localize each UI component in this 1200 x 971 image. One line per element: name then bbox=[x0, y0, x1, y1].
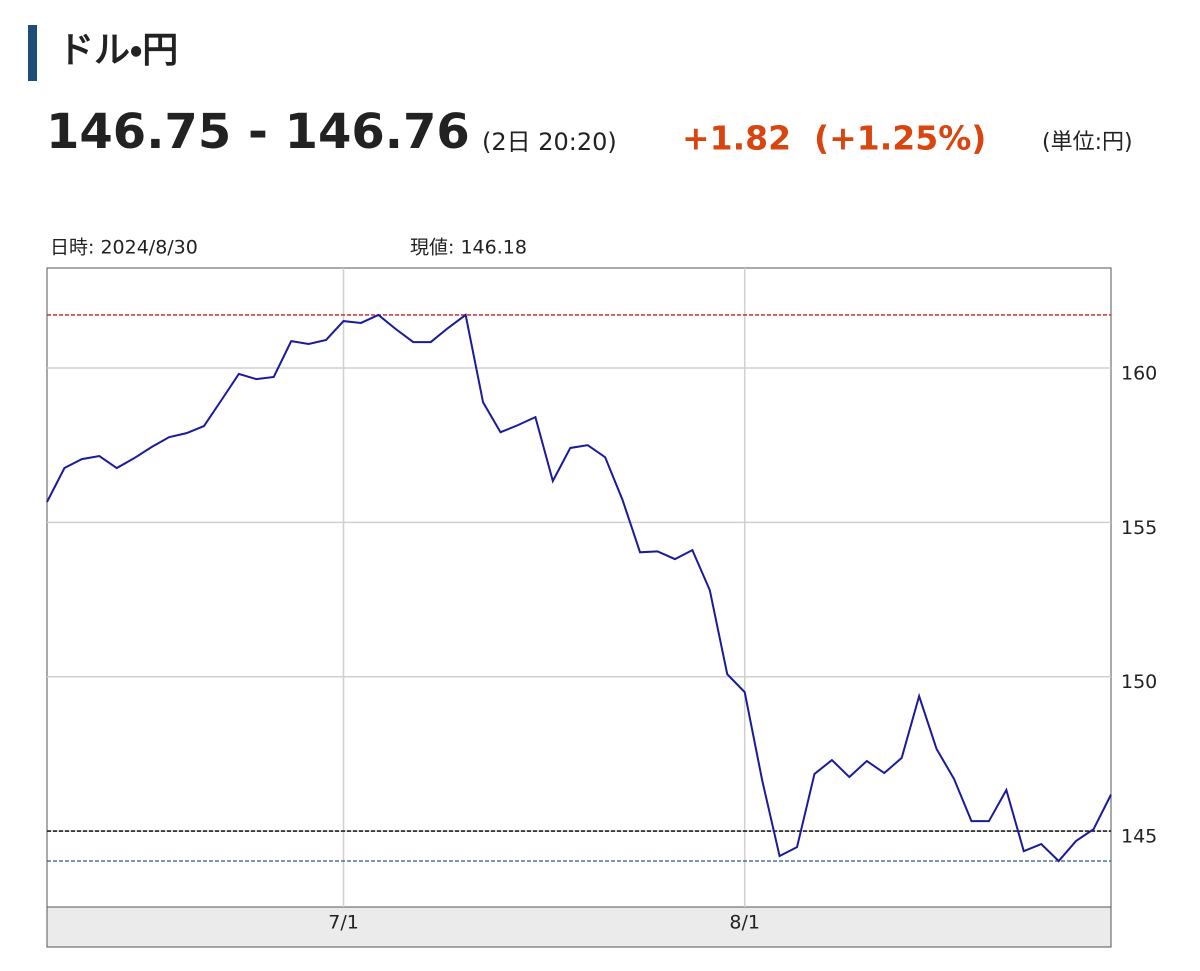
title-bar bbox=[28, 25, 37, 81]
y-tick-label: 145 bbox=[1121, 826, 1157, 848]
current-info: 現値: 146.18 bbox=[410, 237, 527, 259]
change: +1.82 (+1.25%) bbox=[682, 119, 986, 158]
y-tick-label: 160 bbox=[1121, 363, 1157, 385]
date-info: 日時: 2024/8/30 bbox=[50, 237, 198, 259]
price-line bbox=[46, 313, 1112, 863]
title: ドル・円 bbox=[58, 30, 178, 71]
unit: (単位:円) bbox=[1042, 130, 1133, 155]
y-tick-label: 150 bbox=[1121, 671, 1157, 693]
x-tick-label: 7/1 bbox=[328, 912, 359, 934]
y-tick-label: 155 bbox=[1121, 517, 1157, 539]
x-tick-label: 8/1 bbox=[729, 912, 760, 934]
quote: 146.75 - 146.76 bbox=[46, 104, 470, 160]
x-axis-band bbox=[46, 906, 1112, 948]
quote-time: (2日 20:20) bbox=[482, 128, 617, 156]
plot-frame bbox=[46, 267, 1112, 908]
